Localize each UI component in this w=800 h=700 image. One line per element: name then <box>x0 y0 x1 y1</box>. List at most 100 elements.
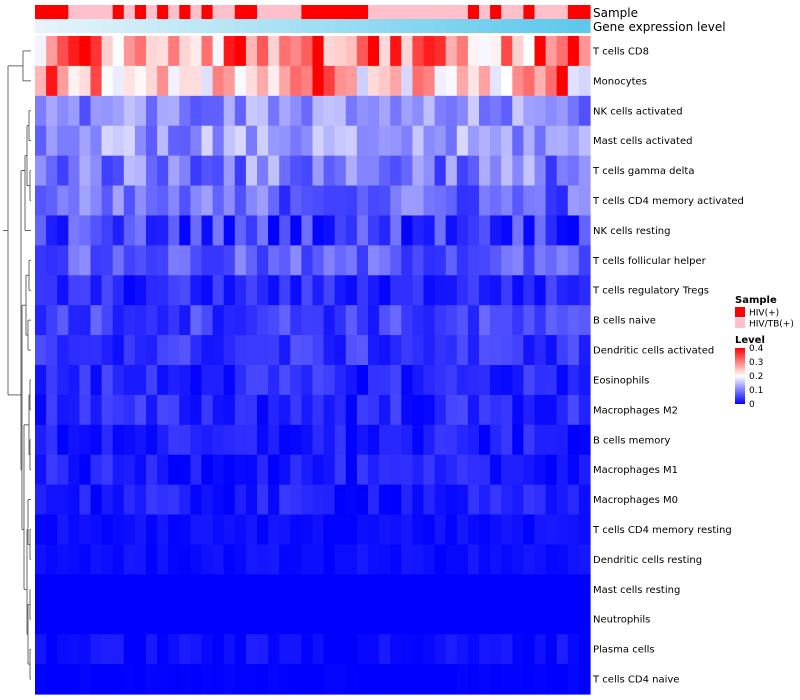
heatmap-cell <box>567 454 580 486</box>
heatmap-cell <box>279 394 291 426</box>
heatmap-cell <box>323 125 336 157</box>
heatmap-cell <box>57 454 69 486</box>
heatmap-cell <box>512 424 524 456</box>
heatmap-cell <box>323 335 336 366</box>
heatmap-cell <box>467 664 480 695</box>
heatmap-cell <box>212 514 225 546</box>
sample-annotation-cell <box>312 5 325 19</box>
heatmap-cell <box>523 95 536 127</box>
heatmap-cell <box>35 424 47 456</box>
heatmap-cell <box>290 215 302 246</box>
heatmap-cell <box>412 604 425 635</box>
heatmap-cell <box>578 664 591 695</box>
expression-annotation-cell <box>134 19 147 33</box>
heatmap-cell <box>35 185 47 217</box>
heatmap-cell <box>190 65 203 97</box>
heatmap-cell <box>101 95 114 127</box>
heatmap-cell <box>368 125 380 157</box>
heatmap-cell <box>46 245 58 276</box>
heatmap-cell <box>423 155 436 187</box>
heatmap-cell <box>301 424 314 456</box>
heatmap-cell <box>479 215 491 246</box>
heatmap-cell <box>68 544 80 575</box>
heatmap-cell <box>201 664 214 695</box>
heatmap-cell <box>412 424 425 456</box>
heatmap-cell <box>379 245 391 276</box>
heatmap-cell <box>323 394 336 426</box>
heatmap-cell <box>146 664 158 695</box>
sample-annotation-cell <box>556 5 569 19</box>
heatmap-cell <box>157 365 169 396</box>
row-label: T cells CD4 memory resting <box>592 525 732 536</box>
heatmap-cell <box>567 245 580 276</box>
heatmap-cell <box>534 664 547 695</box>
heatmap-cell <box>268 245 280 276</box>
expression-annotation-cell <box>301 19 314 33</box>
heatmap-cell <box>323 155 336 187</box>
heatmap-cell <box>245 185 258 217</box>
heatmap-cell <box>179 574 191 605</box>
sample-annotation-cell <box>490 5 502 19</box>
heatmap-cell <box>479 185 491 217</box>
heatmap-cell <box>390 305 402 336</box>
heatmap-cell <box>146 424 158 456</box>
heatmap-cell <box>168 335 180 366</box>
heatmap-cell <box>268 514 280 546</box>
heatmap-cell <box>334 664 347 695</box>
heatmap-cell <box>445 335 458 366</box>
expression-annotation-cell <box>257 19 269 33</box>
heatmap-cell <box>279 305 291 336</box>
heatmap-cell <box>434 125 447 157</box>
heatmap-cell <box>345 185 358 217</box>
heatmap-cell <box>168 95 180 127</box>
heatmap-cell <box>190 275 203 306</box>
sample-annotation-track <box>35 5 591 19</box>
heatmap-cell <box>379 365 391 396</box>
heatmap-cell <box>190 604 203 635</box>
heatmap-cell <box>134 454 147 486</box>
heatmap-cell <box>534 634 547 665</box>
heatmap-cell <box>157 65 169 97</box>
sample-annotation-cell <box>412 5 425 19</box>
heatmap-cell <box>90 484 103 516</box>
heatmap-cell <box>434 155 447 187</box>
heatmap-cell <box>201 215 214 246</box>
heatmap-cell <box>279 95 291 127</box>
heatmap-cell <box>334 185 347 217</box>
sample-annotation-cell <box>35 5 47 19</box>
heatmap-cell <box>412 544 425 575</box>
row-dendrogram <box>3 50 31 680</box>
heatmap-cell <box>279 634 291 665</box>
heatmap-cell <box>112 574 125 605</box>
heatmap-cell <box>245 305 258 336</box>
heatmap-cell <box>334 365 347 396</box>
heatmap-cell <box>312 215 325 246</box>
heatmap-cell <box>412 305 425 336</box>
heatmap-cell <box>112 514 125 546</box>
heatmap-cell <box>323 215 336 246</box>
sample-annotation-cell <box>279 5 291 19</box>
expression-annotation-cell <box>279 19 291 33</box>
row-label: Dendritic cells resting <box>593 555 702 566</box>
heatmap-cell <box>245 544 258 575</box>
heatmap-cell <box>512 185 524 217</box>
heatmap-cell <box>578 215 591 246</box>
legend-tick-label: 0.4 <box>749 344 764 354</box>
heatmap-cell <box>368 335 380 366</box>
heatmap-cell <box>79 514 92 546</box>
heatmap-cell <box>290 544 302 575</box>
heatmap-cell <box>379 185 391 217</box>
heatmap-cell <box>412 634 425 665</box>
heatmap-cell <box>523 36 536 67</box>
heatmap-cell <box>356 394 369 426</box>
heatmap-cell <box>479 664 491 695</box>
heatmap-cell <box>268 335 280 366</box>
heatmap-cell <box>268 215 280 246</box>
heatmap-cell <box>479 604 491 635</box>
heatmap-cell <box>523 394 536 426</box>
heatmap-cell <box>312 574 325 605</box>
heatmap-cell <box>68 454 80 486</box>
heatmap-cell <box>545 95 558 127</box>
heatmap-cell <box>434 95 447 127</box>
heatmap-cell <box>334 215 347 246</box>
